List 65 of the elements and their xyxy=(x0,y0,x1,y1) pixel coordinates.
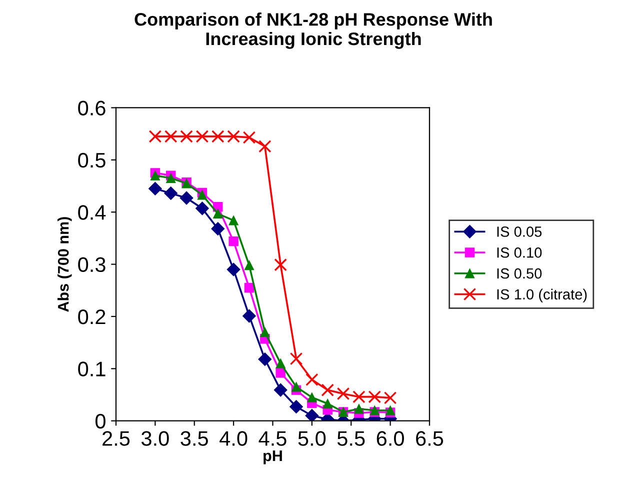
point xyxy=(242,309,256,323)
point xyxy=(258,352,272,366)
point xyxy=(228,216,238,226)
legend-label: IS 0.50 xyxy=(497,268,542,279)
point xyxy=(368,390,382,404)
point xyxy=(227,130,240,143)
point xyxy=(260,327,270,337)
x-tick-label: 6.5 xyxy=(416,431,444,446)
point xyxy=(274,258,287,272)
point xyxy=(148,182,162,196)
point xyxy=(276,368,286,378)
point xyxy=(196,130,209,143)
point xyxy=(211,130,224,143)
point xyxy=(352,390,366,404)
legend-label: IS 0.10 xyxy=(497,247,542,258)
point xyxy=(305,408,319,421)
point xyxy=(307,392,317,402)
point xyxy=(322,398,332,408)
point xyxy=(197,190,208,200)
x-tick-label: 2.5 xyxy=(102,431,130,446)
x-tick-label: 5.0 xyxy=(298,431,326,446)
point xyxy=(164,186,178,200)
point xyxy=(291,382,302,392)
x-tick-label: 4.0 xyxy=(220,431,248,446)
point xyxy=(166,173,176,184)
y-tick-label: 0.2 xyxy=(78,309,106,324)
point xyxy=(148,130,162,143)
y-tick-label: 0.4 xyxy=(78,205,106,220)
point xyxy=(290,352,303,366)
point xyxy=(164,130,178,143)
y-tick-label: 0 xyxy=(96,414,106,429)
x-tick-label: 6.0 xyxy=(376,431,404,446)
point xyxy=(384,391,397,404)
point xyxy=(276,358,286,368)
point xyxy=(180,130,193,143)
point xyxy=(226,262,240,276)
y-axis-title: Abs (700 nm) xyxy=(58,217,72,312)
y-tick-label: 0.5 xyxy=(78,152,106,168)
point xyxy=(290,400,303,414)
legend-label: IS 0.05 xyxy=(497,226,542,237)
point xyxy=(211,222,225,236)
point xyxy=(242,131,256,144)
point xyxy=(336,387,350,400)
point xyxy=(321,384,334,396)
chart-title: Comparison of NK1-28 pH Response With Increasing Ionic Strength xyxy=(134,12,492,49)
point xyxy=(244,260,254,270)
x-tick-label: 3.0 xyxy=(142,431,169,446)
point xyxy=(258,140,272,153)
y-tick-label: 0.1 xyxy=(78,362,106,376)
point xyxy=(195,202,209,216)
y-tick-label: 0.6 xyxy=(78,100,106,116)
point xyxy=(228,236,238,246)
point xyxy=(274,383,288,397)
point xyxy=(354,404,364,414)
x-axis-title: pH xyxy=(264,450,282,464)
point xyxy=(180,191,194,205)
point xyxy=(213,208,223,219)
point xyxy=(244,282,254,293)
y-tick-label: 0.3 xyxy=(78,257,106,272)
legend-label: IS 1.0 (citrate) xyxy=(497,288,587,302)
point xyxy=(150,170,160,180)
x-tick-label: 5.5 xyxy=(337,431,365,446)
point xyxy=(306,373,318,386)
x-tick-label: 3.5 xyxy=(180,431,208,446)
x-tick-label: 4.5 xyxy=(258,431,286,446)
